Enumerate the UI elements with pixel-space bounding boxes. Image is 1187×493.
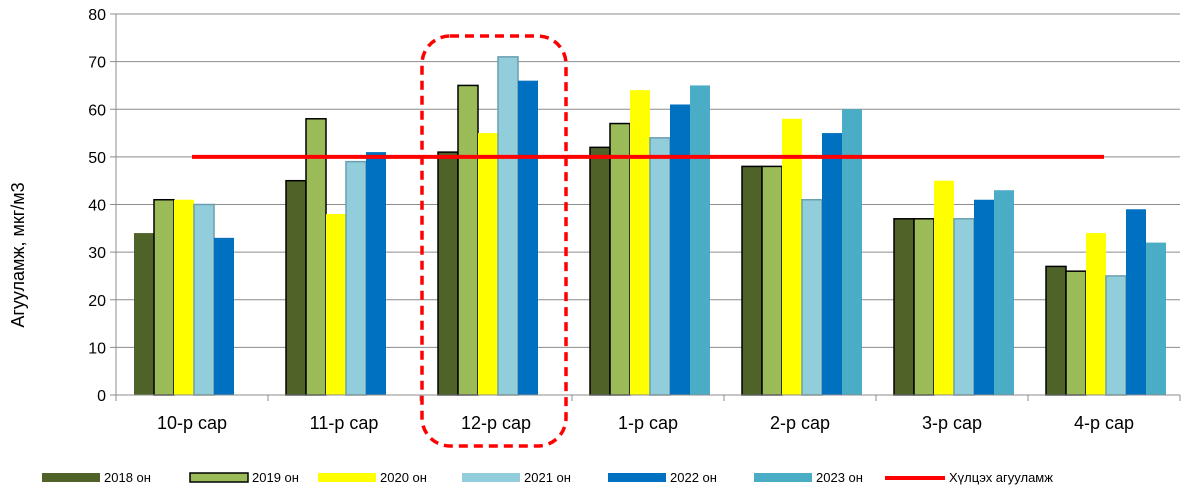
- bar-2022-он-2: [518, 80, 538, 396]
- x-tick-label: 12-р сар: [461, 413, 531, 433]
- bar-2018-он-5: [893, 218, 915, 396]
- highlight: [420, 34, 568, 448]
- legend-label: 2021 он: [524, 470, 571, 485]
- bar-2020-он-1: [326, 214, 346, 395]
- legend-swatch: [189, 472, 249, 483]
- highlight-box: [420, 34, 568, 448]
- bar-2021-он-1: [345, 160, 367, 396]
- bar-2023-он-5: [994, 190, 1014, 395]
- y-tick-label: 50: [88, 150, 106, 167]
- bar-2020-он-3: [630, 90, 650, 395]
- x-tick-label: 4-р сар: [1074, 413, 1134, 433]
- y-tick-label: 20: [88, 293, 106, 310]
- y-tick-label: 60: [88, 102, 106, 119]
- bars: [134, 56, 1166, 396]
- y-tick-label: 0: [97, 388, 106, 405]
- bar-2020-он-4: [782, 118, 802, 396]
- y-axis-label: Агууламж, мкг/м3: [8, 182, 28, 327]
- bar-2019-он-1: [305, 118, 327, 396]
- bar-2023-он-4: [842, 109, 862, 395]
- legend: 2018 он 2019 он 2020 он 2021 он 2022 он 2023 …: [42, 470, 1053, 485]
- legend-label: 2018 он: [104, 470, 151, 485]
- bar-2021-он-4: [801, 198, 823, 396]
- y-tick-label: 70: [88, 55, 106, 72]
- legend-label: 2022 он: [670, 470, 717, 485]
- bar-2019-он-3: [609, 122, 631, 396]
- bar-2019-он-0: [153, 198, 175, 396]
- x-tick-label: 2-р сар: [770, 413, 830, 433]
- bar-2021-он-2: [497, 56, 519, 396]
- y-tick-label: 40: [88, 198, 106, 215]
- bar-2018-он-6: [1045, 265, 1067, 396]
- legend-swatch: [754, 473, 812, 482]
- bar-2023-он-3: [690, 85, 710, 395]
- bar-2021-он-0: [193, 203, 215, 396]
- bar-2021-он-5: [953, 218, 975, 396]
- legend-label: Хүлцэх агууламж: [949, 470, 1053, 485]
- bar-2022-он-6: [1126, 209, 1146, 395]
- bar-2019-он-5: [913, 218, 935, 396]
- bar-2022-он-4: [822, 133, 842, 395]
- y-tick-label: 10: [88, 340, 106, 357]
- legend-swatch: [318, 473, 376, 482]
- bar-2022-он-5: [974, 199, 994, 395]
- bar-2020-он-5: [934, 180, 954, 395]
- legend-label: 2019 он: [252, 470, 299, 485]
- bar-2019-он-2: [457, 84, 479, 396]
- bar-2020-он-6: [1086, 233, 1106, 395]
- y-tick-label: 30: [88, 245, 106, 262]
- x-tick-label: 1-р сар: [618, 413, 678, 433]
- bar-2020-он-0: [174, 199, 194, 395]
- x-tick-label: 3-р сар: [922, 413, 982, 433]
- bar-2018-он-3: [589, 146, 611, 396]
- bar-2022-он-0: [214, 237, 234, 395]
- bar-2018-он-2: [437, 151, 459, 396]
- bar-2018-он-1: [285, 179, 307, 396]
- bar-2018-он-0: [134, 233, 154, 395]
- bar-2018-он-4: [741, 165, 763, 396]
- legend-swatch: [608, 473, 666, 482]
- bar-2021-он-3: [649, 137, 671, 396]
- legend-swatch: [42, 473, 100, 482]
- bar-2020-он-2: [478, 133, 498, 395]
- bar-2023-он-6: [1146, 242, 1166, 395]
- bar-2019-он-4: [761, 165, 783, 396]
- legend-label: 2020 он: [380, 470, 427, 485]
- x-tick-label: 10-р сар: [157, 413, 227, 433]
- bar-2022-он-3: [670, 104, 690, 396]
- bar-2021-он-6: [1105, 275, 1127, 396]
- y-tick-label: 80: [88, 7, 106, 24]
- bar-2022-он-1: [366, 152, 386, 395]
- x-axis: 10-р сар 11-р сар 12-р сар 1-р сар 2-р сар 3-…: [115, 394, 1181, 433]
- y-axis: 0 10 20 30 40 50 60 70 80: [88, 7, 117, 405]
- bar-2019-он-6: [1065, 270, 1087, 396]
- legend-label: 2023 он: [816, 470, 863, 485]
- legend-swatch: [462, 473, 520, 482]
- x-tick-label: 11-р сар: [310, 413, 379, 433]
